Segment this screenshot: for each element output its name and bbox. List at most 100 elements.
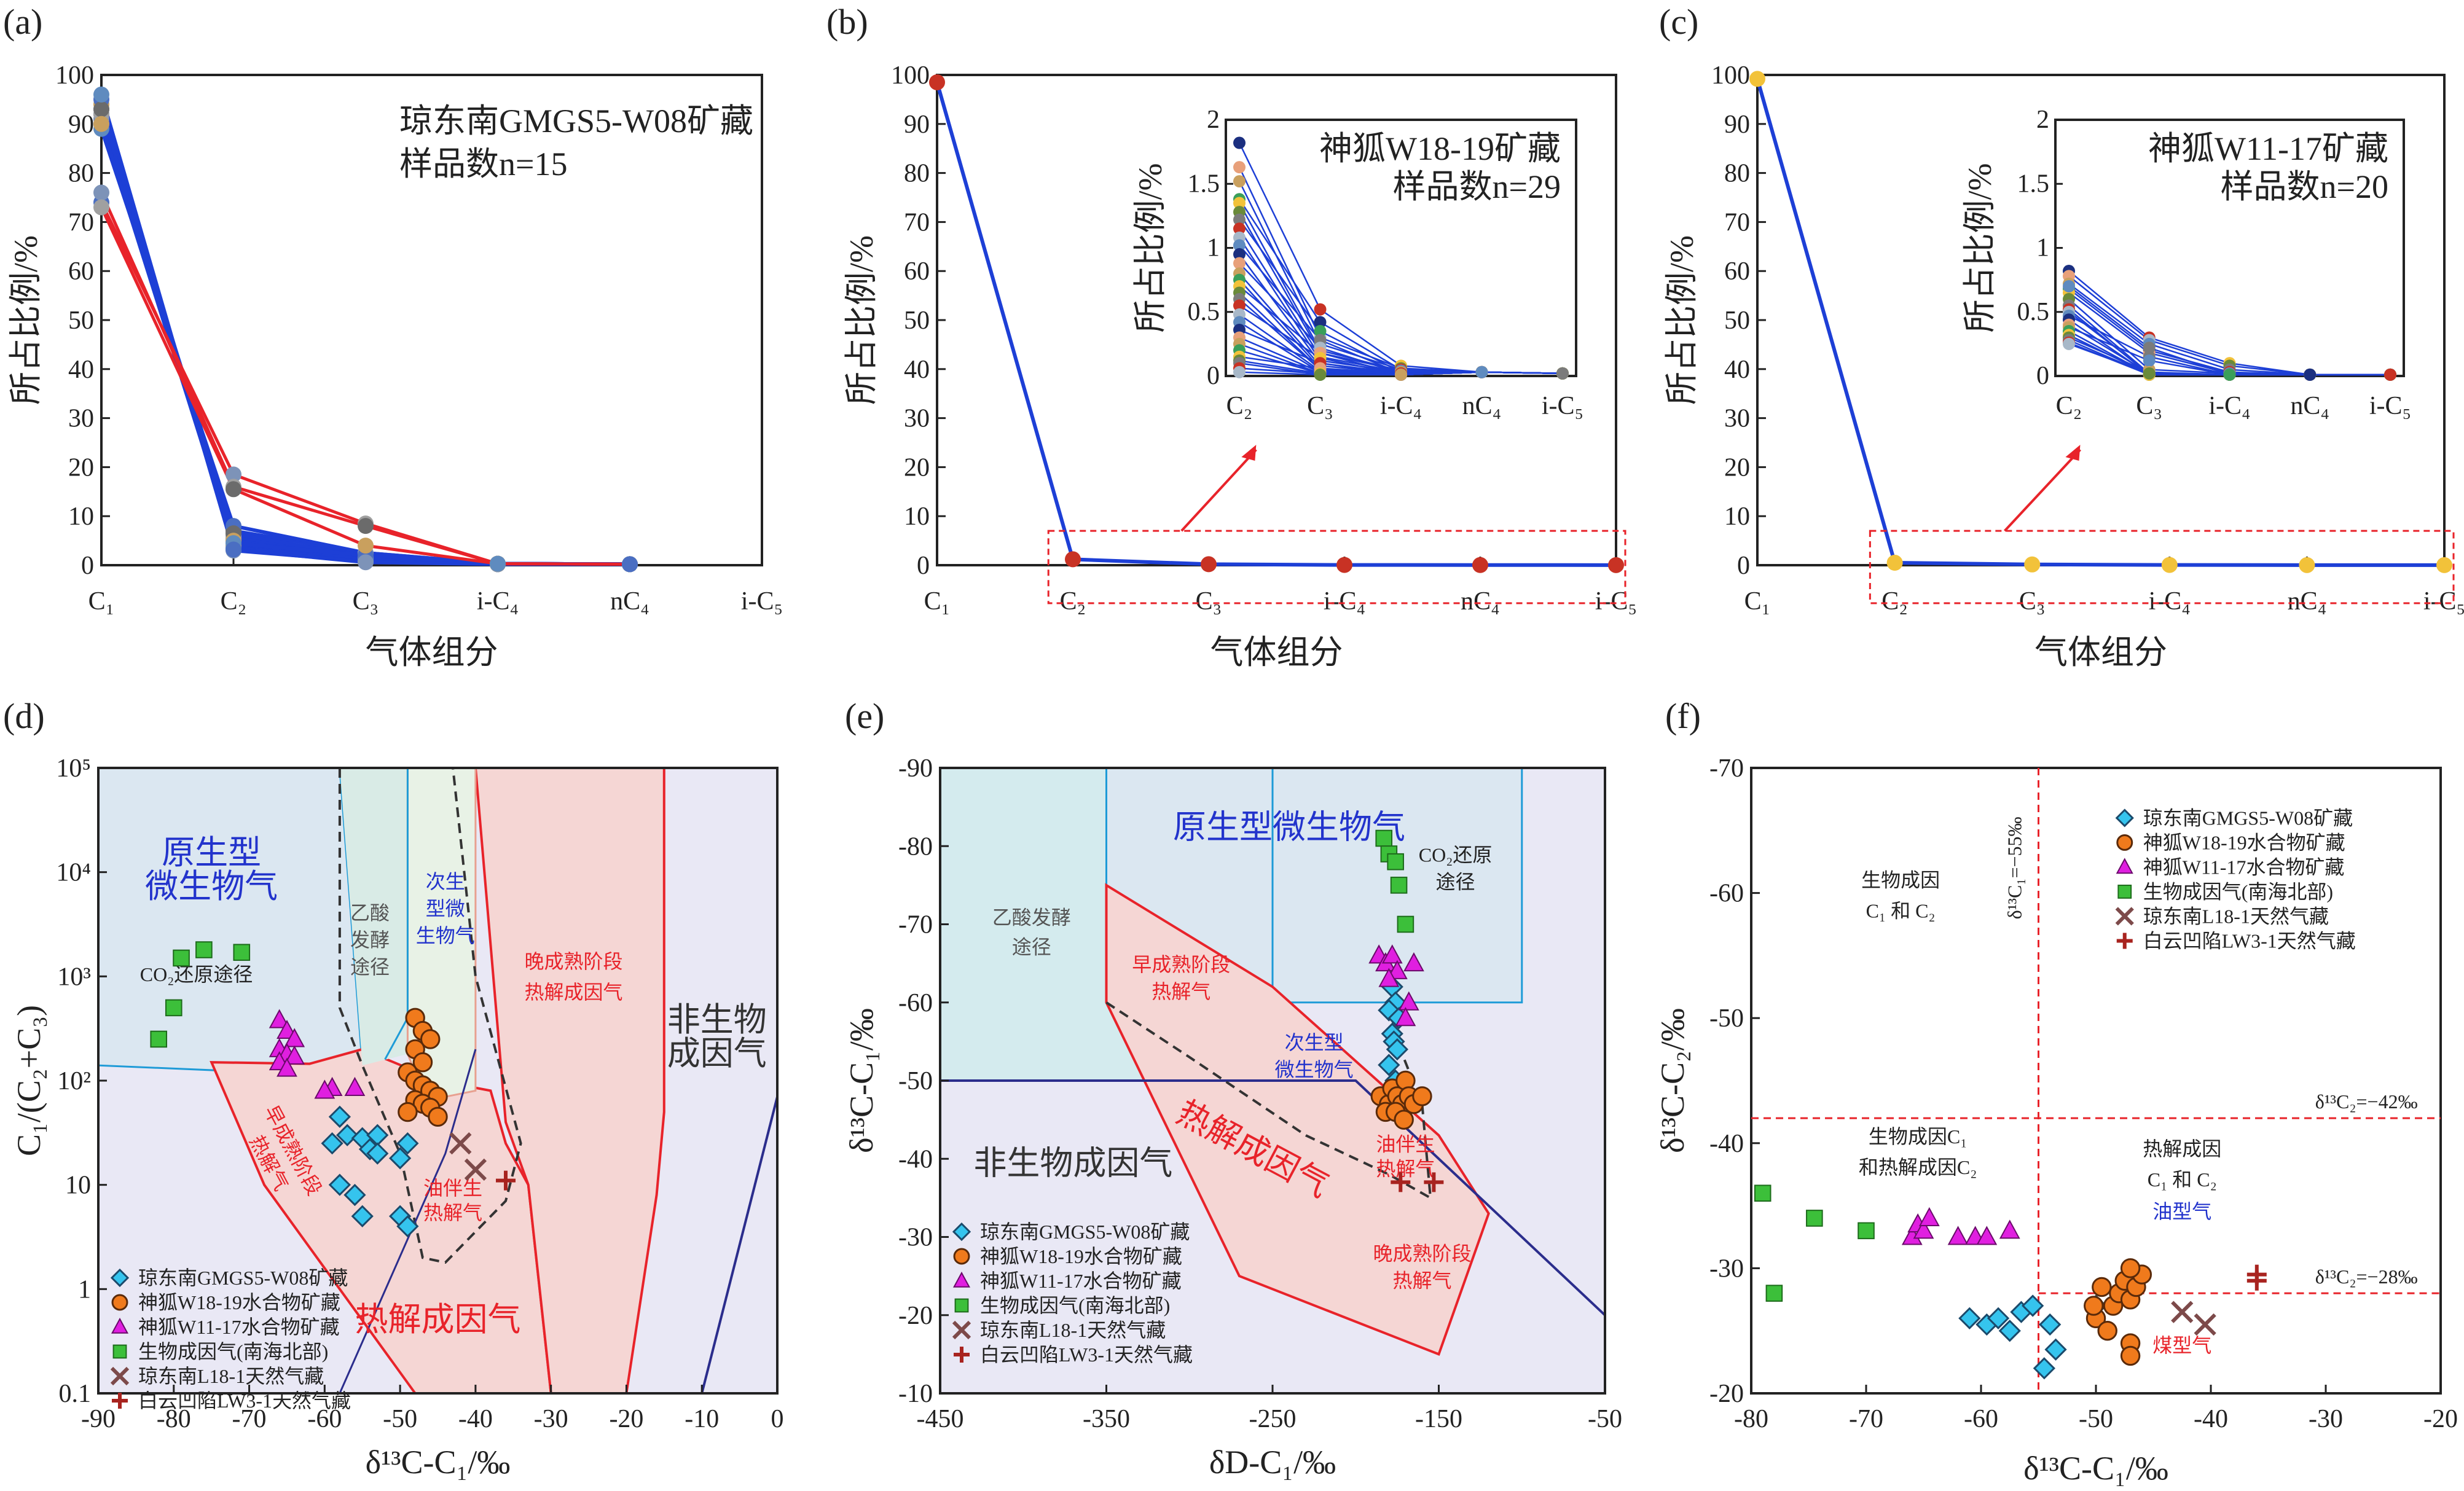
biogenic-square-point — [1858, 1222, 1875, 1240]
y-tick-label: 60 — [68, 257, 94, 286]
inset-sample-point — [1314, 303, 1327, 316]
inset-x-tick-label: i-C₅ — [1542, 392, 1583, 420]
inset-x-tick-label: nC₄ — [1462, 392, 1502, 420]
region-label: 热解成因气 — [524, 981, 622, 1003]
y-axis-title: 所占比例/% — [1663, 235, 1700, 405]
w1819-circle-point — [2092, 1277, 2112, 1297]
inset-y-tick-label: 2 — [2036, 106, 2049, 134]
y-axis-title: δ¹³C-C₁/‰ — [843, 1008, 880, 1153]
region-label: 晚成熟阶段 — [1373, 1243, 1471, 1265]
region-label: C₁ 和 C₂ — [1866, 899, 1936, 922]
x-tick-label: C₂ — [221, 587, 247, 616]
w1117-triangle-point — [284, 1045, 305, 1065]
abiotic-boundary — [940, 1079, 1606, 1317]
zoom-arrow — [1180, 448, 1257, 532]
inset-frame — [2054, 119, 2405, 377]
y-tick-label: 100 — [1711, 61, 1750, 90]
w08-diamond-point — [328, 1173, 351, 1196]
legend-label: 神狐W11-17水合物矿藏 — [980, 1270, 1182, 1292]
legend-label: 白云凹陷LW3-1天然气藏 — [2143, 929, 2356, 952]
biogenic-square-point — [150, 1030, 168, 1048]
inset-sample-point — [1233, 239, 1246, 252]
x-tick-label: i-C₄ — [2149, 587, 2191, 616]
x-tick-label: i-C₅ — [2423, 587, 2464, 616]
w08-diamond-point — [351, 1205, 374, 1227]
region-label: 途径 — [1436, 871, 1475, 893]
inset-annotation: 神狐W18-19矿藏 — [1319, 130, 1561, 167]
w1117-triangle-point — [344, 1076, 366, 1096]
y-tick-label: -10 — [898, 1380, 933, 1408]
legend-label: 生物成因气(南海北部) — [138, 1340, 328, 1363]
w1819-circle-point — [412, 1052, 433, 1073]
x-axis-title: δ¹³C-C₁/‰ — [366, 1444, 511, 1481]
lw31-plus-point — [1391, 1172, 1411, 1192]
inset-sample-point — [1314, 316, 1327, 329]
y-tick-label: 1 — [78, 1275, 91, 1304]
main-series-line — [935, 82, 1617, 567]
y-tick-label: 60 — [904, 257, 930, 286]
main-series-point — [2436, 557, 2452, 573]
inset-sample-point — [2143, 342, 2156, 354]
legend-marker — [2115, 907, 2134, 926]
x-tick-label: -250 — [1249, 1405, 1297, 1433]
w1819-circle-point — [420, 1029, 441, 1049]
legend-marker — [952, 1271, 971, 1288]
x-tick-label: -30 — [2309, 1405, 2343, 1433]
w08-diamond-point — [2022, 1294, 2044, 1317]
biogenic-square-point — [233, 944, 251, 961]
inset-y-tick-label: 1.5 — [2017, 170, 2050, 198]
x-tick-label: C₁ — [1744, 587, 1771, 616]
inset-annotation: 样品数n=20 — [2221, 168, 2388, 205]
x-tick-label: C₁ — [88, 587, 115, 616]
x-tick-label: -50 — [383, 1405, 417, 1433]
x-tick-label: i-C₅ — [1595, 587, 1637, 616]
y-tick-label: 50 — [1724, 307, 1750, 335]
w1117-triangle-point — [1976, 1226, 1998, 1245]
inset-sample-point — [1233, 299, 1246, 312]
x-tick-label: nC₄ — [1461, 587, 1500, 616]
panel-5: -80 -70 -60 -50 -40 -30 -20 -20 -30 -40 -50 -60 -70 δ… — [1654, 696, 2458, 1487]
legend-marker — [2115, 808, 2134, 828]
region-label: 次生型 — [1285, 1031, 1344, 1054]
region-label: 和热解成因C₂ — [1859, 1156, 1977, 1178]
region-label: 非生物成因气 — [973, 1145, 1172, 1182]
inset-sample-point — [1233, 175, 1246, 188]
y-tick-label: 10⁴ — [56, 859, 91, 887]
x-tick-label: -80 — [157, 1405, 191, 1433]
biogenic-square-point — [195, 941, 213, 958]
panel-label: (c) — [1659, 2, 1698, 42]
inset-sample-point — [1233, 136, 1246, 149]
w1117-triangle-point — [1386, 960, 1408, 979]
y-tick-label: 0.1 — [59, 1380, 92, 1408]
x-tick-label: -90 — [81, 1405, 116, 1433]
legend-label: 生物成因气(南海北部) — [980, 1294, 1170, 1317]
l181-x-point — [449, 1132, 472, 1155]
y-tick-label: -30 — [898, 1224, 933, 1252]
w08-diamond-point — [396, 1132, 419, 1155]
inset-x-tick-label: C₂ — [2056, 392, 2082, 420]
sample-point — [622, 556, 638, 573]
inset-sample-point — [1233, 161, 1246, 174]
legend-label: 神狐W11-17水合物矿藏 — [2143, 856, 2345, 878]
inset-chart: 0 0.5 1 1.5 2 C₂ C₃ i-C₄ nC₄ i-C₅ 所占比例/% 神狐W11-17矿藏… — [1961, 106, 2411, 420]
sample-point — [93, 199, 109, 216]
legend-marker — [954, 1298, 969, 1313]
x-tick-label: -10 — [685, 1405, 719, 1433]
x-axis-title: 气体组分 — [1210, 634, 1343, 671]
x-tick-label: -80 — [1734, 1405, 1768, 1433]
region-label: 油伴生 — [423, 1177, 482, 1199]
x-tick-label: -30 — [534, 1405, 568, 1433]
y-axis-title: δ¹³C-C₂/‰ — [1654, 1008, 1691, 1153]
region-label: C₁ 和 C₂ — [2148, 1168, 2217, 1191]
y-tick-label: 20 — [68, 453, 94, 482]
legend-marker — [953, 1248, 970, 1265]
w1819-circle-point — [2097, 1320, 2117, 1341]
y-tick-label: 10³ — [57, 963, 91, 991]
x-tick-label: -150 — [1415, 1405, 1462, 1433]
sample-point — [226, 481, 241, 498]
y-tick-label: 10⁵ — [56, 754, 91, 783]
region-label: 生物成因C₁ — [1869, 1125, 1968, 1148]
inset-x-tick-label: C₃ — [1307, 392, 1333, 420]
w08-diamond-point — [1987, 1307, 2010, 1329]
x-tick-label: -40 — [2194, 1405, 2228, 1433]
